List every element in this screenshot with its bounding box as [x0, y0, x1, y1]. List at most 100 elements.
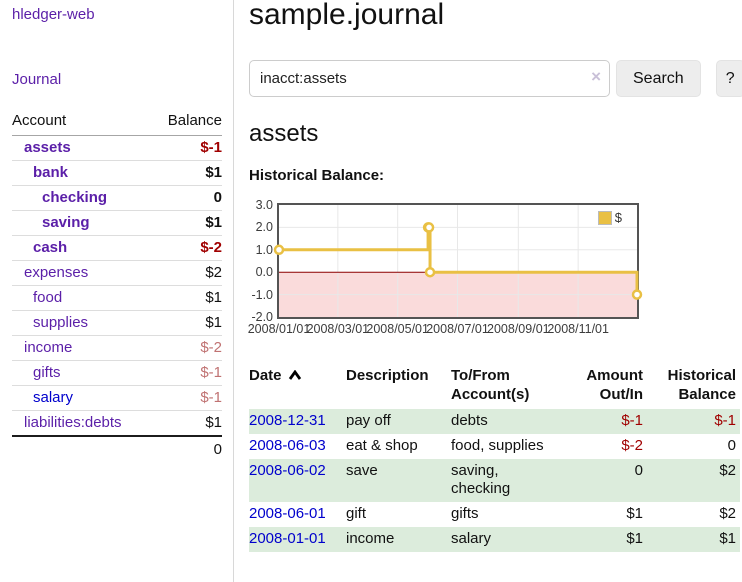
date-link[interactable]: 2008-01-01 — [249, 530, 326, 547]
transaction-date-cell: 2008-06-03 — [249, 434, 346, 459]
accounts-total-balance: 0 — [152, 435, 222, 462]
account-name-cell: saving — [12, 210, 153, 236]
account-name-cell: expenses — [12, 260, 153, 286]
table-row: 2008-06-02 save saving, checking 0 $2 — [249, 459, 740, 502]
account-link[interactable]: gifts — [33, 364, 61, 381]
account-row: income $-2 — [12, 335, 222, 361]
account-heading: assets — [249, 120, 319, 147]
account-balance: $1 — [152, 310, 222, 336]
chart-x-tick-label: 2008/07/01 — [426, 322, 489, 336]
main-content: sample.journal × Search ? assets Histori… — [234, 0, 742, 582]
register-table-body: 2008-12-31 pay off debts $-1 $-1 2008-06-03 ea… — [249, 409, 740, 552]
chart-x-tick-label: 2008/05/01 — [366, 322, 429, 336]
account-link[interactable]: supplies — [33, 314, 89, 331]
account-link[interactable]: liabilities:debts — [24, 414, 122, 431]
chart-y-tick-label: 3.0 — [255, 198, 273, 212]
accounts-table-body: assets $-1 bank $1 checking 0 saving $1 cash $-2 e… — [12, 135, 222, 437]
account-name-cell: checking — [12, 185, 153, 211]
chart-y-tick-label: 1.0 — [255, 242, 273, 257]
account-balance: $1 — [152, 160, 222, 186]
transaction-amount-cell: $-2 — [621, 437, 643, 454]
transaction-accounts-cell: food, supplies — [451, 437, 544, 454]
account-link[interactable]: assets — [24, 139, 71, 156]
account-name-cell: income — [12, 335, 153, 361]
account-row: salary $-1 — [12, 385, 222, 411]
account-link[interactable]: income — [24, 339, 73, 356]
table-row: 2008-06-01 gift gifts $1 $2 — [249, 502, 740, 527]
date-link[interactable]: 2008-12-31 — [249, 412, 326, 429]
account-row: supplies $1 — [12, 310, 222, 336]
help-button[interactable]: ? — [715, 60, 742, 97]
accounts-header-account: Account — [12, 109, 153, 136]
register-header-balance: Historical Balance — [667, 367, 736, 403]
account-link[interactable]: bank — [33, 164, 69, 181]
account-name-cell: gifts — [12, 360, 153, 386]
accounts-header-balance: Balance — [152, 109, 222, 136]
transaction-balance-cell: 0 — [727, 437, 736, 454]
chart-y-tick-label: -1.0 — [251, 287, 273, 302]
transaction-amount-cell: 0 — [634, 462, 643, 479]
account-name-cell: assets — [12, 135, 153, 161]
journal-link[interactable]: Journal — [12, 71, 62, 88]
transaction-description-cell: pay off — [346, 412, 391, 429]
account-link[interactable]: salary — [33, 389, 74, 406]
transaction-balance-cell: $1 — [719, 530, 736, 547]
account-row: saving $1 — [12, 210, 222, 236]
transaction-balance-cell: $-1 — [714, 412, 736, 429]
account-name-cell: cash — [12, 235, 153, 261]
sidebar-item-journal: Journal — [12, 71, 222, 88]
table-row: 2008-01-01 income salary $1 $1 — [249, 527, 740, 552]
table-row: 2008-12-31 pay off debts $-1 $-1 — [249, 409, 740, 434]
search-form: × Search ? — [249, 60, 742, 97]
account-link[interactable]: cash — [33, 239, 68, 256]
transaction-description-cell: save — [346, 462, 378, 479]
register-header-date[interactable]: Date — [249, 364, 346, 409]
date-link[interactable]: 2008-06-01 — [249, 505, 326, 522]
app-brand-link[interactable]: hledger-web — [12, 6, 95, 23]
transaction-amount-cell: $-1 — [621, 412, 643, 429]
legend-swatch-icon — [597, 210, 612, 225]
legend-label: $ — [614, 210, 622, 225]
clear-search-icon[interactable]: × — [591, 67, 601, 86]
historical-balance-chart: $ 3.0 2.0 1.0 0.0 -1.0 -2.0 2008/01/01 2008/03/… — [248, 198, 689, 341]
date-link[interactable]: 2008-06-02 — [249, 462, 326, 479]
register-header-accounts: To/From Account(s) — [451, 367, 530, 403]
account-link[interactable]: saving — [42, 214, 90, 231]
transaction-description-cell: income — [346, 530, 395, 547]
account-name-cell: food — [12, 285, 153, 311]
transaction-date-cell: 2008-12-31 — [249, 409, 346, 434]
transaction-balance-cell: $2 — [719, 505, 736, 522]
chart-x-tick-label: 2008/09/01 — [487, 322, 550, 336]
account-balance: $-2 — [152, 335, 222, 361]
transaction-accounts-cell: salary — [451, 530, 492, 547]
transaction-amount-cell: $1 — [626, 530, 643, 547]
account-link[interactable]: food — [33, 289, 63, 306]
transaction-accounts-cell: debts — [451, 412, 488, 429]
account-name-cell: liabilities:debts — [12, 411, 152, 437]
account-link[interactable]: expenses — [24, 264, 89, 281]
transaction-date-cell: 2008-06-01 — [249, 502, 346, 527]
transaction-accounts-cell: gifts — [451, 505, 479, 522]
search-button[interactable]: Search — [616, 60, 701, 97]
search-input[interactable] — [249, 60, 610, 97]
accounts-table: Account Balance assets $-1 bank $1 checking 0… — [12, 109, 222, 462]
account-name-cell: bank — [12, 160, 153, 186]
account-balance: $-1 — [152, 385, 222, 411]
register-header-amount: Amount Out/In — [586, 367, 643, 403]
sort-caret-up-icon — [288, 369, 301, 380]
page-title: sample.journal — [249, 0, 445, 31]
account-balance: $1 — [152, 285, 222, 311]
account-balance: $1 — [152, 210, 222, 236]
chart-y-tick-label: 0.0 — [255, 265, 273, 280]
account-link[interactable]: checking — [42, 189, 108, 206]
chart-canvas — [273, 205, 643, 317]
date-link[interactable]: 2008-06-03 — [249, 437, 326, 454]
account-balance: $-1 — [152, 360, 222, 386]
account-row: cash $-2 — [12, 235, 222, 261]
register-header-date-label: Date — [249, 367, 282, 384]
search-box: × — [249, 60, 610, 97]
accounts-total-row: 0 — [12, 435, 222, 462]
transaction-amount-cell: $1 — [626, 505, 643, 522]
transaction-description-cell: gift — [346, 505, 367, 522]
accounts-total-spacer — [12, 435, 153, 462]
